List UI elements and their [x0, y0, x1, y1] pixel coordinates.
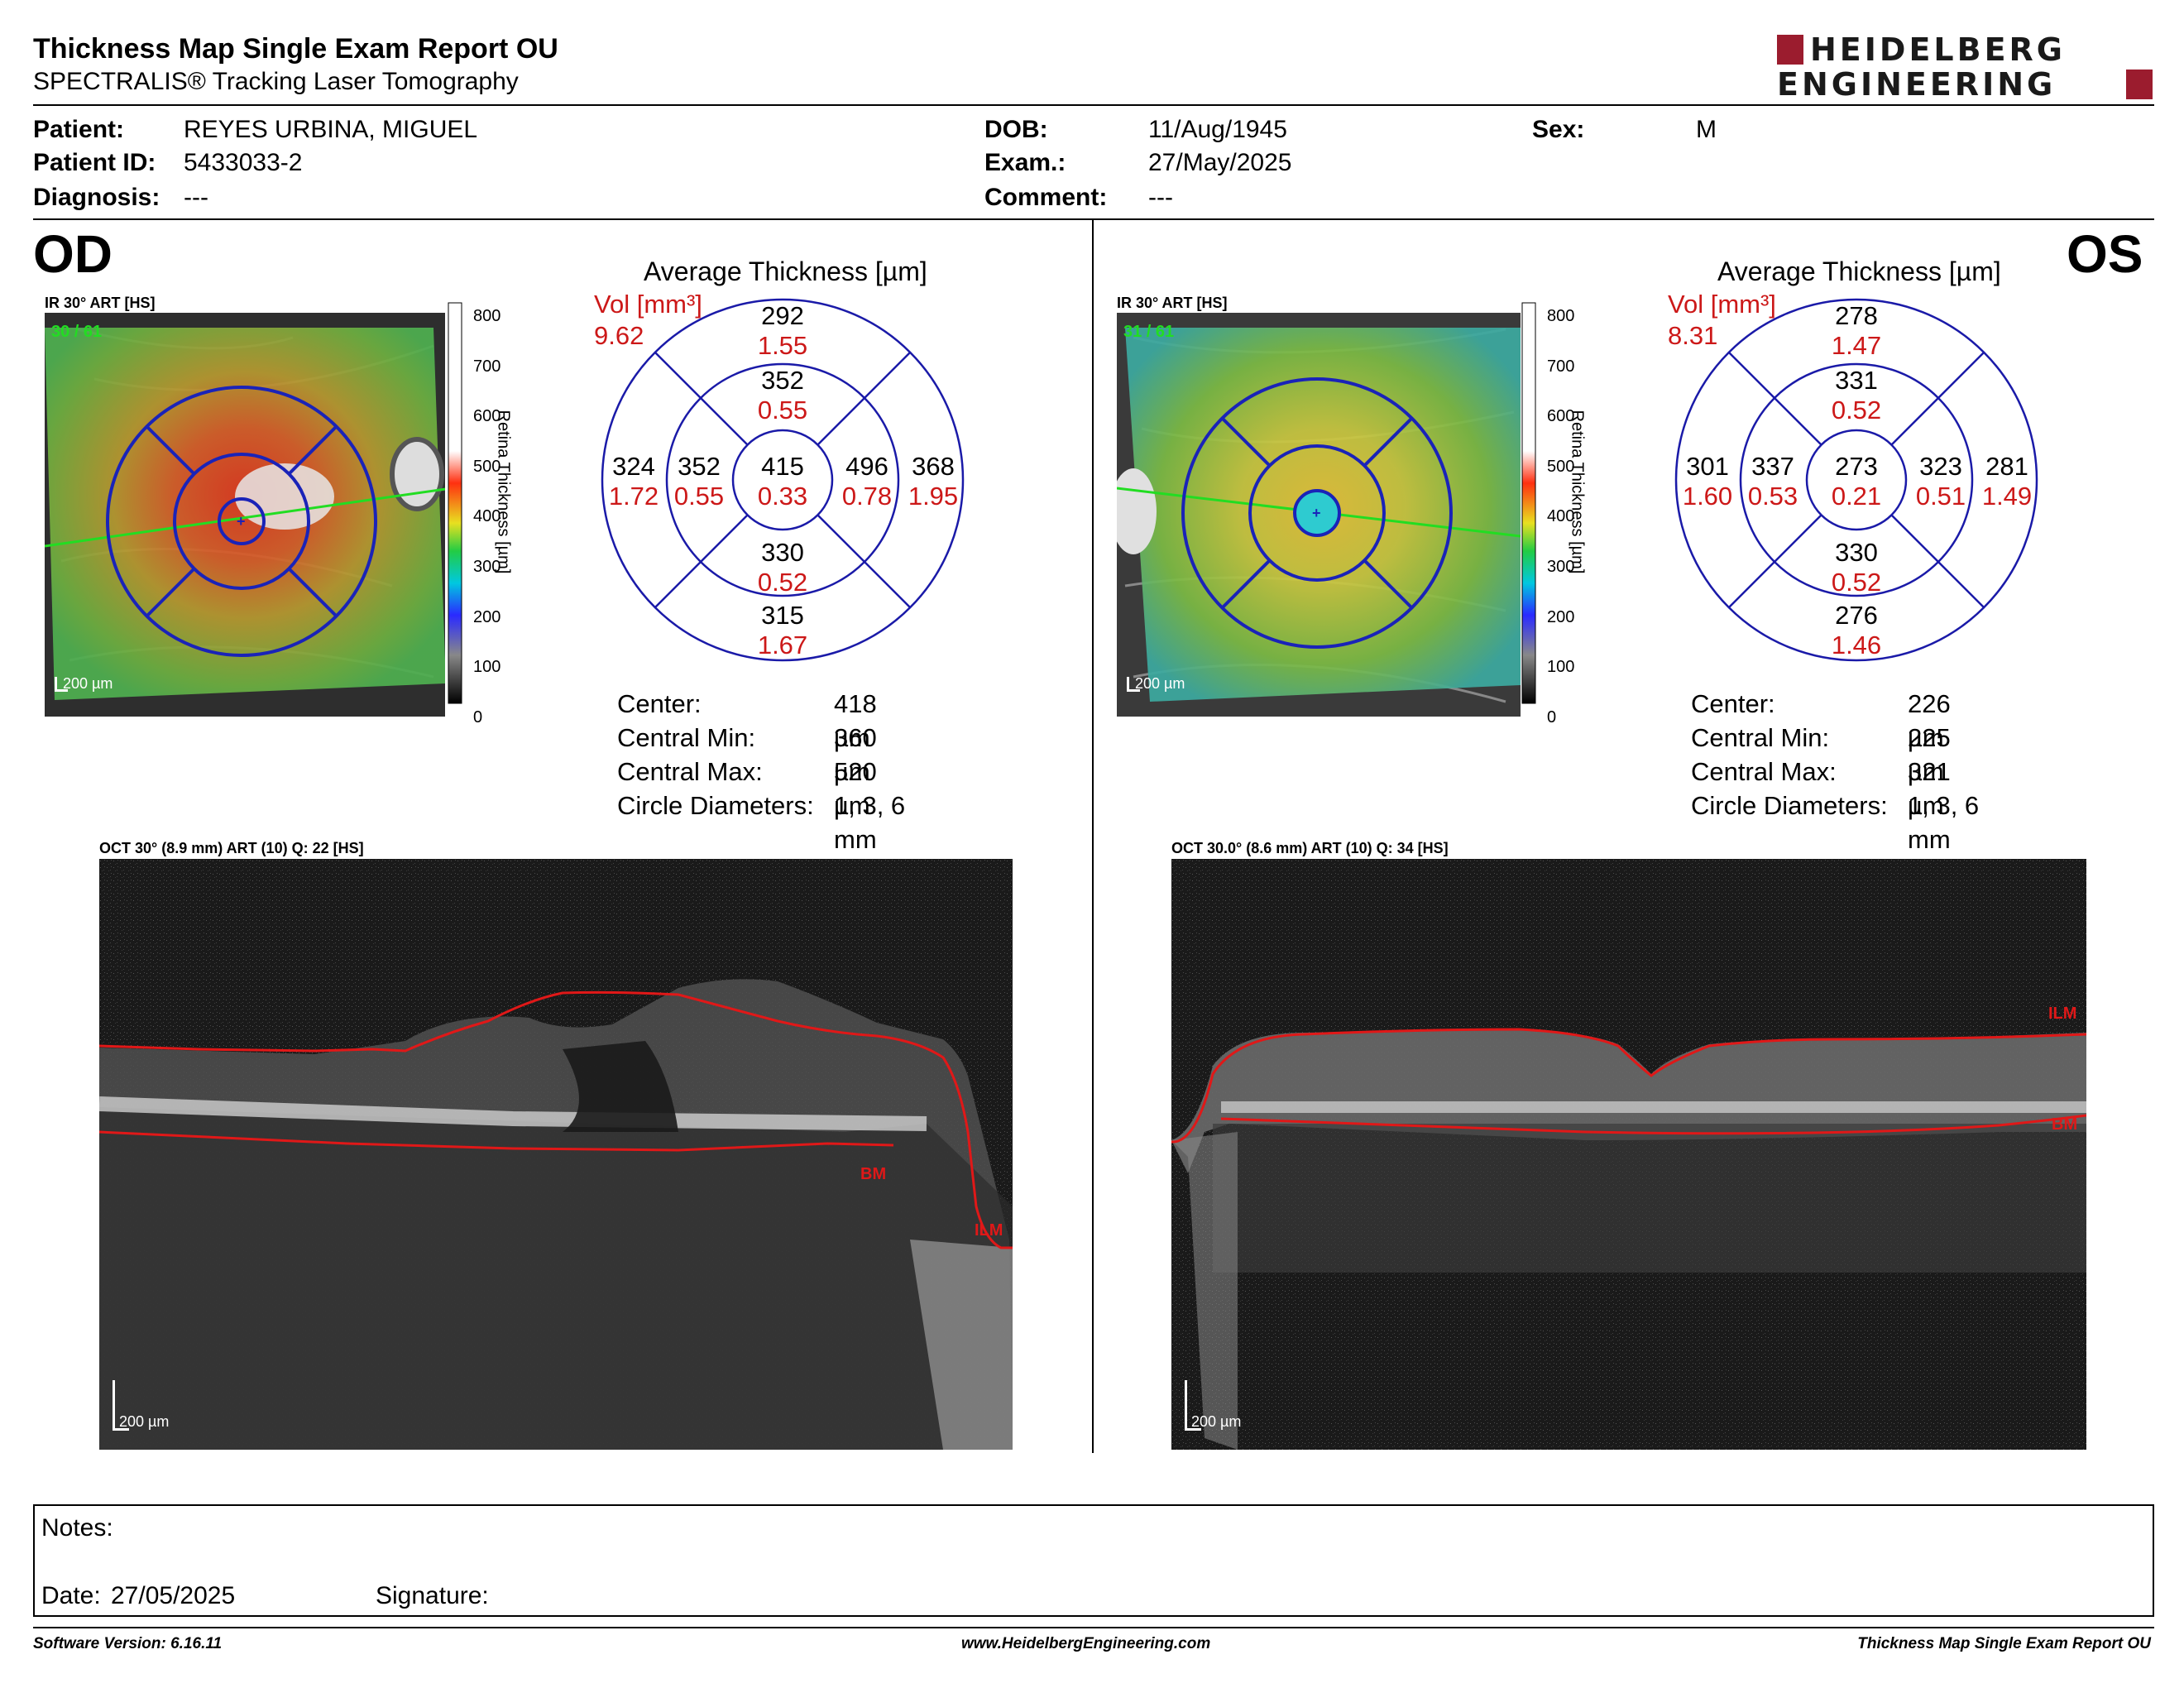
colorbar-ticks-od: 800 700 600 500 400 300 200 100 0 [473, 307, 501, 727]
sector-outer-top-os: 278 1.47 [1831, 301, 1882, 360]
comment-value: --- [1148, 184, 1173, 211]
sector-center-os: 273 0.21 [1831, 452, 1882, 511]
date-label: Date: [41, 1582, 101, 1609]
sector-inner-bottom-od: 330 0.52 [757, 538, 808, 597]
vol-total-os: 8.31 [1668, 321, 1718, 350]
patient-id-label: Patient ID: [33, 149, 156, 176]
patient-name-label: Patient: [33, 116, 125, 143]
patient-name: REYES URBINA, MIGUEL [184, 116, 478, 143]
ir-thickness-map-od: + 30 / 61 200 µm [45, 313, 445, 717]
ilm-label-os: ILM [2048, 1005, 2077, 1023]
eye-label-os: OS [2067, 224, 2143, 284]
scale-bar-os: 200 µm [1135, 675, 1185, 692]
stats-os: Center: 226 µm Central Min: 225 µm Central… [1691, 689, 1995, 888]
colorbar-label-os: Retina Thickness [µm] [1568, 410, 1587, 574]
ilm-label-od: ILM [975, 1221, 1003, 1240]
sector-inner-right-os: 323 0.51 [1915, 452, 1966, 511]
dob-value: 11/Aug/1945 [1148, 116, 1287, 143]
notes-label: Notes: [41, 1514, 113, 1542]
oct-label-od: OCT 30° (8.9 mm) ART (10) Q: 22 [HS] [99, 840, 364, 856]
bm-label-os: BM [2052, 1115, 2078, 1134]
sex-value: M [1696, 116, 1717, 143]
ir-thickness-map-os: + 31 / 61 200 µm [1117, 313, 1521, 717]
exam-label: Exam.: [984, 149, 1066, 176]
oct-label-os: OCT 30.0° (8.6 mm) ART (10) Q: 34 [HS] [1171, 840, 1449, 856]
scale-bar-od: 200 µm [63, 675, 113, 692]
ir-counter-os: 31 / 61 [1123, 323, 1175, 341]
sector-outer-bottom-os: 276 1.46 [1831, 601, 1882, 659]
sector-outer-left-os: 301 1.60 [1682, 452, 1733, 511]
sector-outer-right-od: 368 1.95 [908, 452, 959, 511]
sector-inner-bottom-os: 330 0.52 [1831, 538, 1882, 597]
footer-url[interactable]: www.HeidelbergEngineering.com [961, 1635, 1211, 1652]
sector-inner-right-od: 496 0.78 [841, 452, 893, 511]
ir-counter-od: 30 / 61 [51, 323, 103, 341]
avg-thickness-title-od: Average Thickness [µm] [644, 257, 927, 286]
oct-bscan-od: BM ILM 200 µm [99, 859, 1013, 1450]
date-value: 27/05/2025 [111, 1582, 236, 1609]
svg-text:+: + [1312, 505, 1321, 521]
stats-od: Center: 418 µm Central Min: 360 µm Central… [617, 689, 921, 888]
sector-inner-top-od: 352 0.55 [757, 366, 808, 424]
dob-label: DOB: [984, 116, 1048, 143]
sector-inner-left-od: 352 0.55 [673, 452, 725, 511]
eye-label-od: OD [33, 224, 113, 284]
notes-box: Notes: Date: 27/05/2025 Signature: [33, 1504, 2154, 1617]
footer-report-title: Thickness Map Single Exam Report OU [1857, 1635, 2151, 1652]
avg-thickness-title-os: Average Thickness [µm] [1717, 257, 2001, 286]
sector-inner-left-os: 337 0.53 [1747, 452, 1798, 511]
svg-text:+: + [237, 513, 246, 530]
colorbar-os [1521, 301, 1587, 707]
etdrs-grid-os [1674, 298, 2038, 662]
exam-value: 27/May/2025 [1148, 149, 1292, 176]
sector-outer-bottom-od: 315 1.67 [757, 601, 808, 659]
colorbar-label-od: Retina Thickness [µm] [494, 410, 513, 574]
ir-label-os: IR 30° ART [HS] [1117, 295, 1228, 311]
ir-label-od: IR 30° ART [HS] [45, 295, 156, 311]
signature-label: Signature: [376, 1582, 489, 1609]
oct-bscan-os: ILM BM 200 µm [1171, 859, 2086, 1450]
etdrs-grid-od [601, 298, 965, 662]
patient-id: 5433033-2 [184, 149, 303, 176]
report-subtitle: SPECTRALIS® Tracking Laser Tomography [33, 68, 519, 95]
sector-inner-top-os: 331 0.52 [1831, 366, 1882, 424]
comment-label: Comment: [984, 184, 1108, 211]
sector-outer-right-os: 281 1.49 [1981, 452, 2033, 511]
report-title: Thickness Map Single Exam Report OU [33, 33, 558, 65]
diagnosis-label: Diagnosis: [33, 184, 160, 211]
diagnosis-value: --- [184, 184, 208, 211]
vol-total-od: 9.62 [594, 321, 644, 350]
oct-scale-bar-os: 200 µm [1191, 1413, 1242, 1430]
vol-label-os: Vol [mm³] [1668, 290, 1776, 319]
sector-outer-left-od: 324 1.72 [608, 452, 659, 511]
oct-scale-bar-od: 200 µm [119, 1413, 170, 1430]
sex-label: Sex: [1532, 116, 1585, 143]
bm-label-od: BM [860, 1165, 887, 1183]
heidelberg-logo: HEIDELBERG ENGINEERING [1770, 31, 2159, 103]
colorbar-od [447, 301, 513, 707]
vol-label-od: Vol [mm³] [594, 290, 702, 319]
sector-center-od: 415 0.33 [757, 452, 808, 511]
sector-outer-top-od: 292 1.55 [757, 301, 808, 360]
software-version: Software Version: 6.16.11 [33, 1635, 223, 1652]
colorbar-ticks-os: 800 700 600 500 400 300 200 100 0 [1547, 307, 1575, 727]
